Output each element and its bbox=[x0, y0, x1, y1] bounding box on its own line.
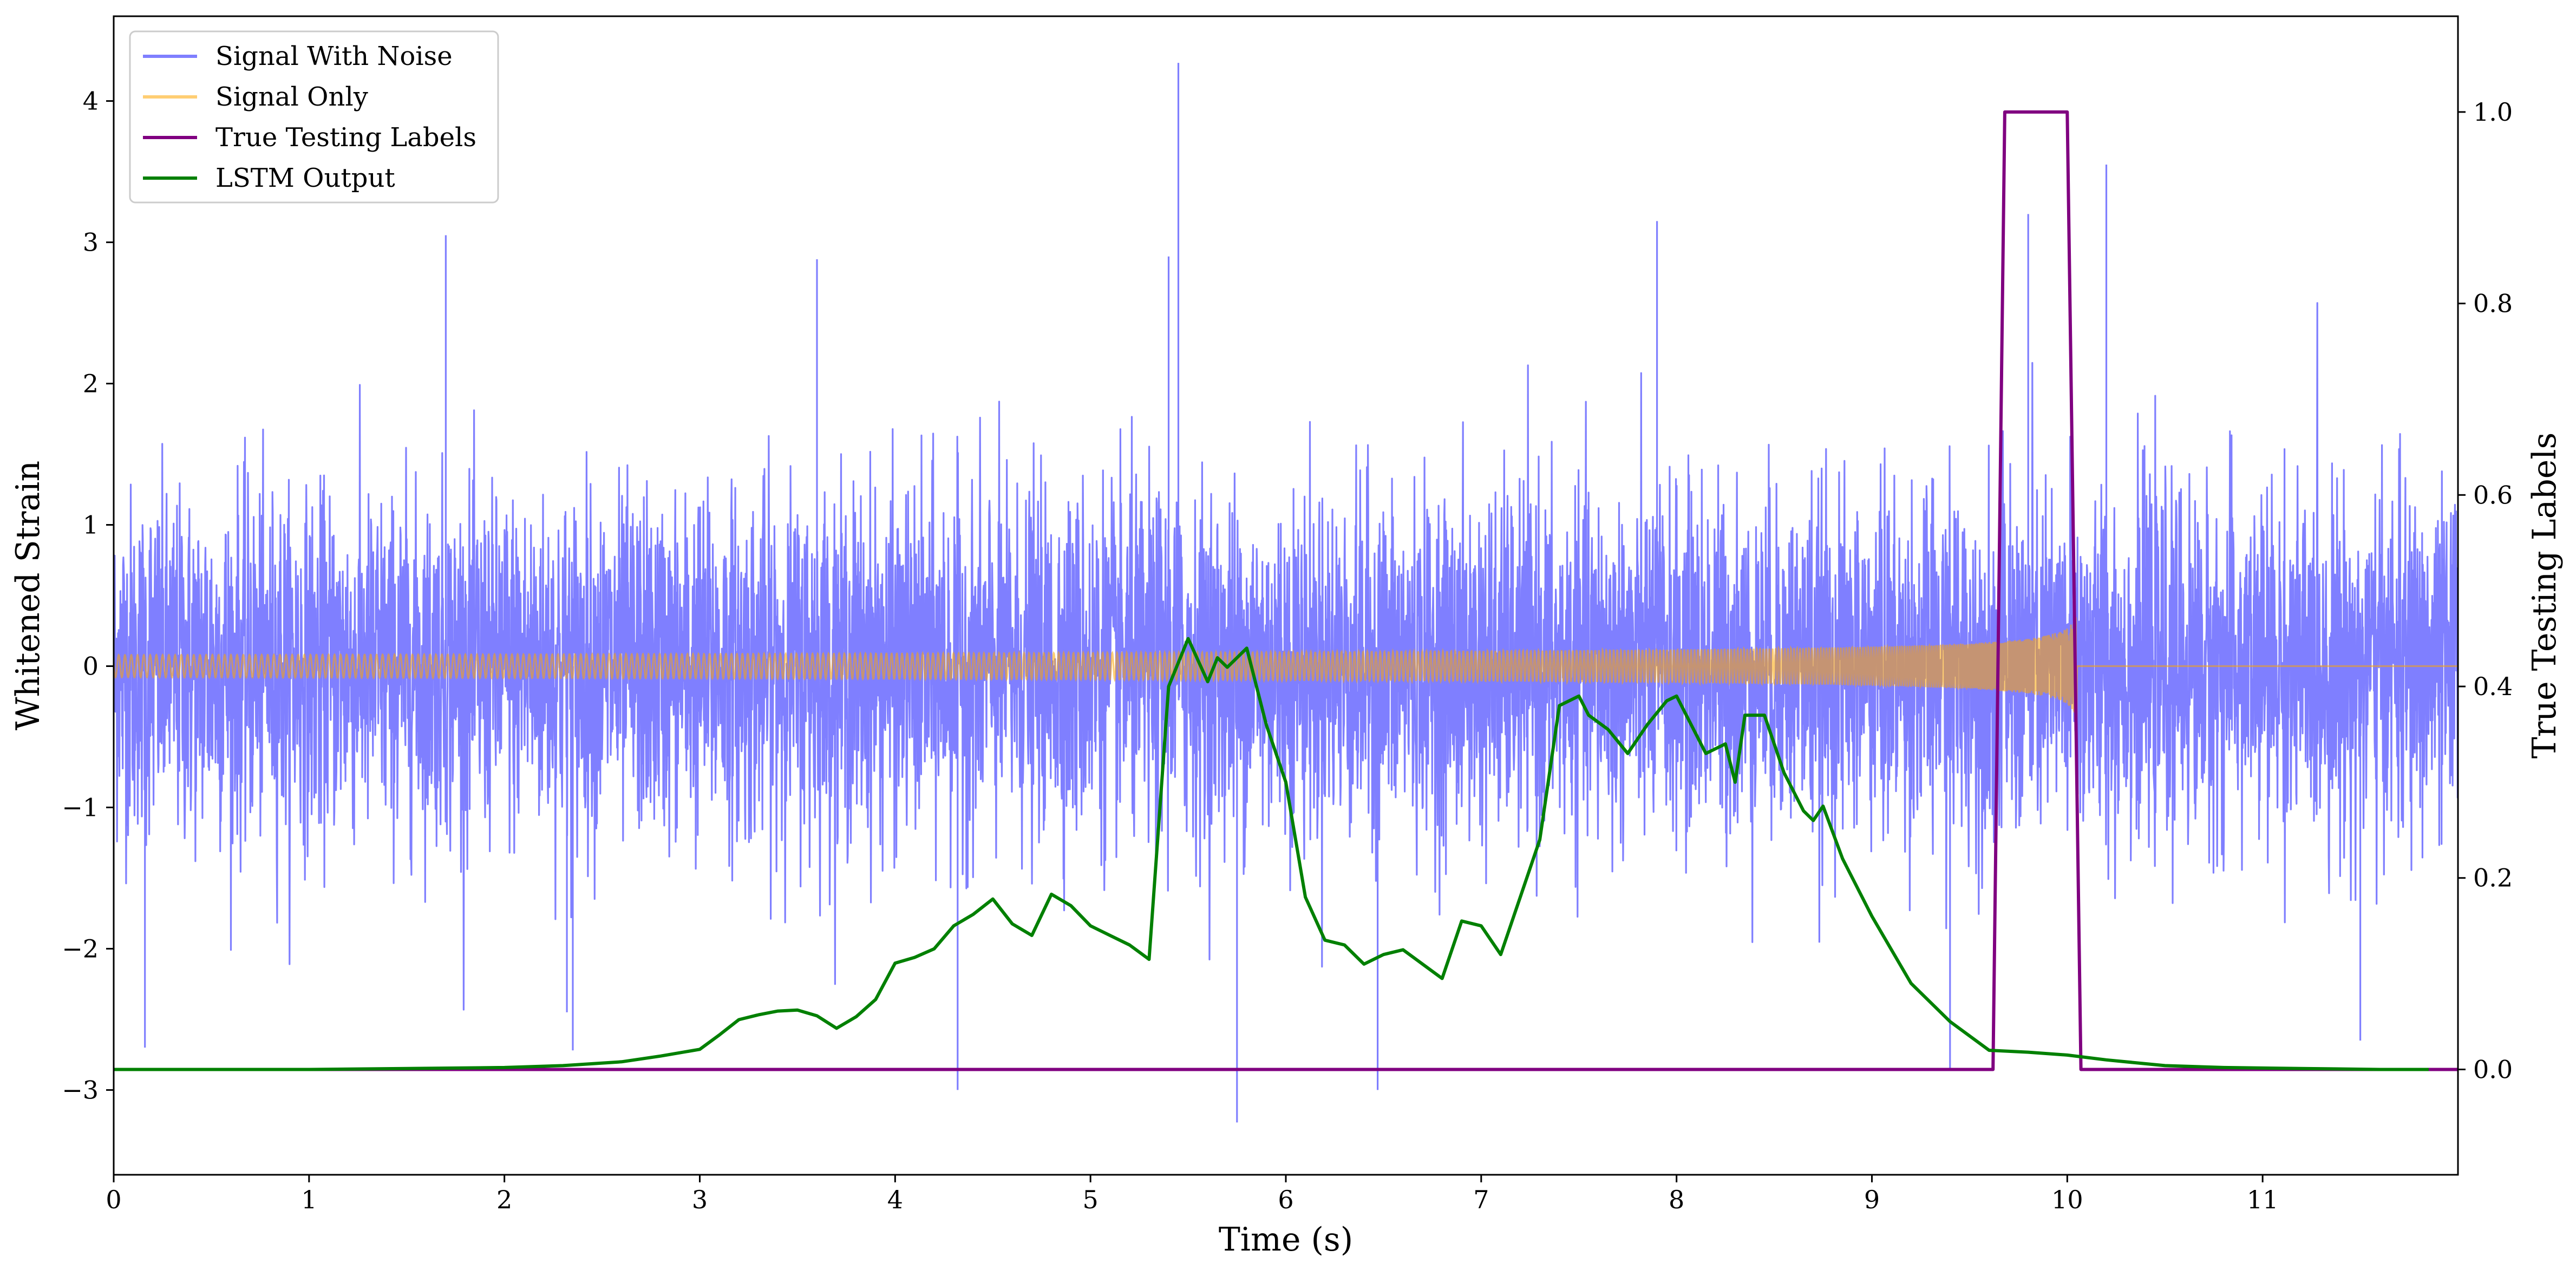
y-tick-label: 1 bbox=[83, 511, 99, 540]
x-tick-label: 4 bbox=[887, 1185, 903, 1214]
x-tick-label: 10 bbox=[2051, 1185, 2083, 1214]
legend-label: Signal With Noise bbox=[215, 41, 453, 71]
y-tick-label: 0 bbox=[83, 651, 99, 680]
x-tick-label: 1 bbox=[301, 1185, 317, 1214]
y-right-tick-label: 1.0 bbox=[2473, 97, 2513, 127]
x-tick-label: 2 bbox=[496, 1185, 512, 1214]
series-true-testing-labels-line bbox=[114, 110, 2458, 1071]
x-axis-label: Time (s) bbox=[1219, 1221, 1353, 1259]
plot-area bbox=[114, 63, 2458, 1123]
y-tick-label: −1 bbox=[62, 793, 99, 822]
y-axis-label: Whitened Strain bbox=[9, 461, 47, 730]
y-tick-label: 4 bbox=[83, 87, 99, 116]
y-right-tick-label: 0.4 bbox=[2473, 672, 2513, 701]
series-lstm-output-line bbox=[114, 637, 2429, 1071]
x-tick-label: 0 bbox=[106, 1185, 121, 1214]
x-tick-label: 9 bbox=[1864, 1185, 1880, 1214]
y-right-tick-label: 0.0 bbox=[2473, 1055, 2513, 1084]
y-axis-right-label: True Testing Labels bbox=[2526, 433, 2564, 759]
y-tick-label: −2 bbox=[62, 934, 99, 963]
y-tick-label: −3 bbox=[62, 1075, 99, 1104]
series-signal-only-line bbox=[114, 617, 2458, 717]
legend-label: LSTM Output bbox=[215, 163, 395, 193]
y-right-tick-label: 0.8 bbox=[2473, 289, 2513, 318]
legend-label: True Testing Labels bbox=[215, 122, 476, 153]
x-tick-label: 6 bbox=[1278, 1185, 1293, 1214]
x-tick-label: 8 bbox=[1669, 1185, 1684, 1214]
x-tick-label: 11 bbox=[2247, 1185, 2279, 1214]
axes: 0 1 2 3 4 5 6 7 8 9 10 11 −3 −2 −1 0 1 2 3 4 0.0 0.2 0.4 0.6 0.8… bbox=[62, 15, 2513, 1214]
legend-box bbox=[129, 30, 499, 204]
legend-label: Signal Only bbox=[215, 82, 368, 112]
legend: Signal With Noise Signal Only True Testing… bbox=[129, 30, 499, 204]
x-tick-label: 7 bbox=[1473, 1185, 1489, 1214]
y-right-tick-label: 0.2 bbox=[2473, 863, 2513, 893]
y-tick-label: 2 bbox=[83, 369, 99, 398]
plot-lines bbox=[114, 63, 2458, 1123]
y-tick-label: 3 bbox=[83, 228, 99, 257]
x-tick-label: 5 bbox=[1083, 1185, 1099, 1214]
y-right-tick-label: 0.6 bbox=[2473, 480, 2513, 509]
x-tick-label: 3 bbox=[692, 1185, 708, 1214]
